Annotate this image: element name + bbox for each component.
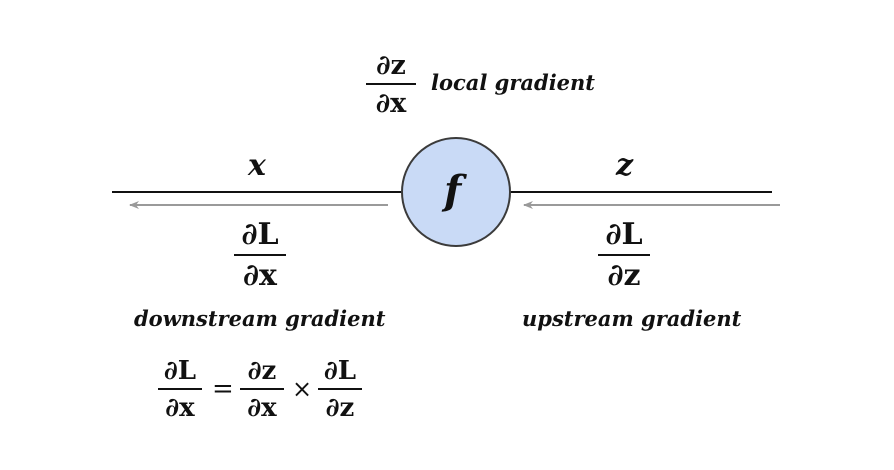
downstream-gradient-fraction: ∂L ∂x xyxy=(234,220,286,291)
downstream-gradient-numerator: ∂L xyxy=(241,217,279,252)
chain-rule-equals-sign: = xyxy=(212,374,234,404)
chain-rule-lhs-numerator: ∂L xyxy=(163,356,197,386)
downstream-gradient-label: downstream gradient xyxy=(134,306,386,331)
upstream-gradient-label: upstream gradient xyxy=(522,306,742,331)
fraction-bar xyxy=(598,254,650,256)
chain-rule-upstream-term-numerator: ∂L xyxy=(323,356,357,386)
local-gradient-label: local gradient xyxy=(431,70,596,95)
chain-rule-lhs-denominator: ∂x xyxy=(165,393,195,423)
fraction-bar xyxy=(234,254,286,256)
chain-rule-local-term-fraction: ∂z ∂x xyxy=(240,358,284,421)
chain-rule-local-term-numerator: ∂z xyxy=(247,356,277,386)
upstream-gradient-numerator: ∂L xyxy=(605,217,643,252)
chain-rule-times-sign: × xyxy=(292,375,313,403)
local-gradient-numerator: ∂z xyxy=(376,50,406,81)
chain-rule-upstream-term-fraction: ∂L ∂z xyxy=(318,358,362,421)
local-gradient-fraction: ∂z ∂x xyxy=(366,52,416,117)
upstream-gradient-denominator: ∂z xyxy=(607,258,641,293)
downstream-gradient-denominator: ∂x xyxy=(243,258,277,293)
fraction-bar xyxy=(318,388,362,390)
local-gradient-denominator: ∂x xyxy=(375,88,407,119)
function-node-label: f xyxy=(444,167,462,214)
chain-rule-lhs-fraction: ∂L ∂x xyxy=(158,358,202,421)
input-variable-label: x xyxy=(248,148,266,183)
fraction-bar xyxy=(240,388,284,390)
chain-rule-upstream-term-denominator: ∂z xyxy=(325,393,355,423)
upstream-gradient-fraction: ∂L ∂z xyxy=(598,220,650,291)
chain-rule-local-term-denominator: ∂x xyxy=(247,393,277,423)
function-node-circle xyxy=(401,137,511,247)
fraction-bar xyxy=(158,388,202,390)
output-variable-label: z xyxy=(616,148,634,183)
fraction-bar xyxy=(366,83,416,85)
